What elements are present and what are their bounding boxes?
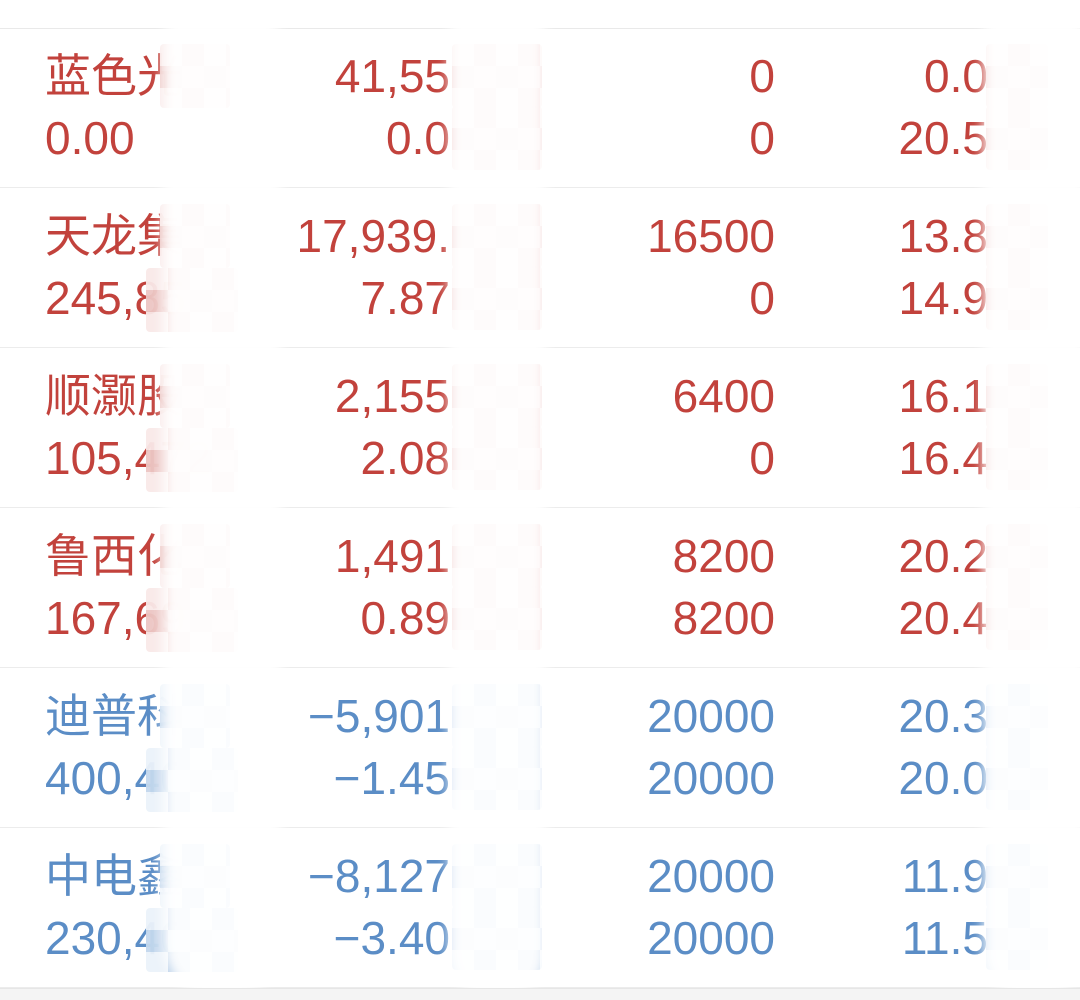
profit-percent: 0.0 [386, 112, 450, 164]
cost-price: 20.4 [898, 592, 988, 644]
cost-price: 16.4 [898, 432, 988, 484]
profit-value: −5,901 [308, 690, 450, 742]
profit-percent: −1.45 [333, 752, 450, 804]
cost-price: 14.9 [898, 272, 988, 324]
cost-price: 20.0 [898, 752, 988, 804]
bottom-inset-bar [0, 988, 1080, 1000]
cost-price: 20.5 [898, 112, 988, 164]
profit-percent: 0.89 [360, 592, 450, 644]
current-price: 20.3 [898, 690, 988, 742]
redaction-smudge [449, 0, 546, 1000]
current-price: 11.9 [901, 850, 988, 902]
current-price: 0.0 [924, 50, 988, 102]
available-qty: 8200 [672, 592, 775, 644]
position-qty: 6400 [672, 370, 775, 422]
current-price: 13.8 [898, 210, 988, 262]
available-qty: 20000 [647, 752, 775, 804]
available-qty: 0 [749, 432, 775, 484]
profit-value: −8,127 [308, 850, 450, 902]
current-price: 20.2 [898, 530, 988, 582]
available-qty: 0 [749, 272, 775, 324]
cost-price: 11.5 [901, 912, 988, 964]
market-value: 0.00 [45, 112, 135, 164]
position-qty: 20000 [647, 850, 775, 902]
position-qty: 8200 [672, 530, 775, 582]
profit-percent: 2.08 [360, 432, 450, 484]
current-price: 16.1 [898, 370, 988, 422]
profit-value: 41,55 [334, 50, 450, 102]
profit-percent: −3.40 [333, 912, 450, 964]
redaction-smudge [163, 0, 281, 1000]
redaction-smudge [983, 0, 1080, 1000]
position-qty: 16500 [647, 210, 775, 262]
position-qty: 20000 [647, 690, 775, 742]
available-qty: 20000 [647, 912, 775, 964]
available-qty: 0 [749, 112, 775, 164]
profit-value: 2,155 [334, 370, 450, 422]
profit-value: 1,491 [334, 530, 450, 582]
position-qty: 0 [749, 50, 775, 102]
profit-percent: 7.87 [360, 272, 450, 324]
profit-value: 17,939. [296, 210, 450, 262]
